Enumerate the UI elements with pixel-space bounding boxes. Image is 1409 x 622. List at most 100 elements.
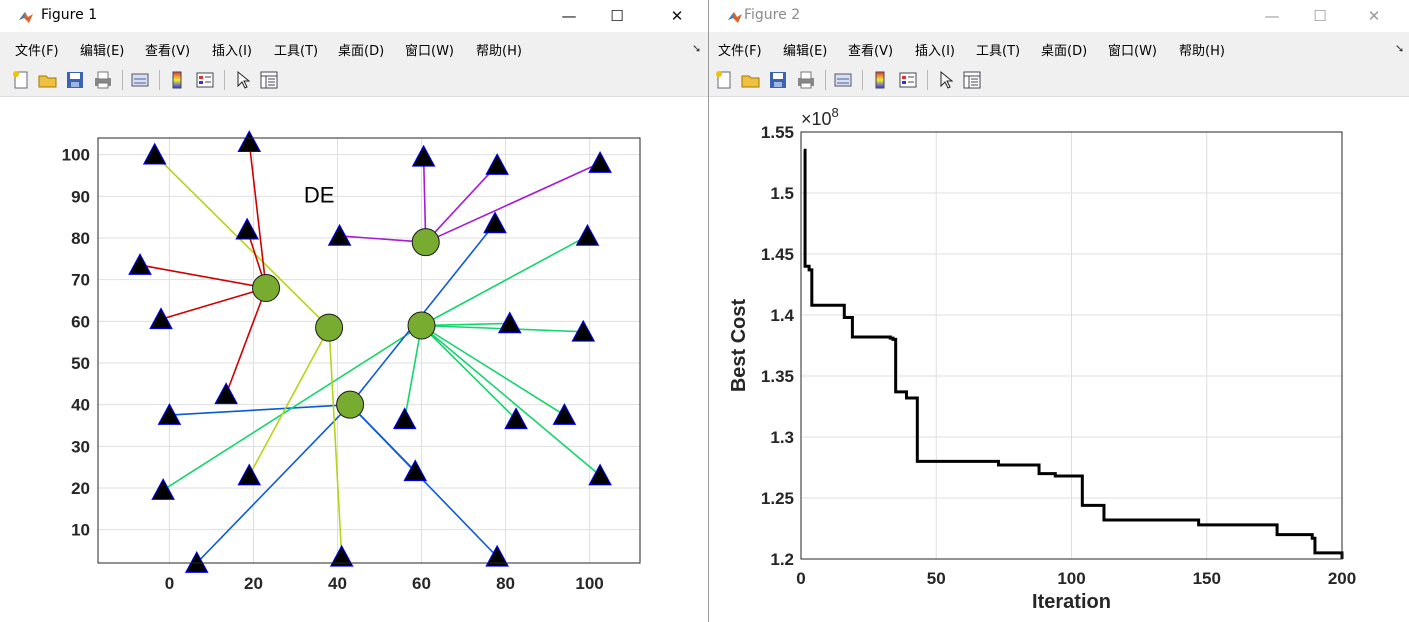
cluster-head-circle [315,313,344,342]
link-line [339,235,426,243]
dock-arrow-icon[interactable]: ➘ [1395,42,1405,55]
link-line [196,404,351,564]
menu-view[interactable]: 查看(V) [145,44,191,59]
figure2-canvas: 0 50 100 150 200 1.2 1.25 1.3 1.35 1.4 1.45 1.5 1.55… [709,97,1409,622]
link-line [425,162,601,243]
menu-desktop[interactable]: 桌面(D) [1041,44,1088,59]
link-line [248,142,267,289]
y-tick-label: 1.4 [770,306,794,325]
close-button[interactable]: ✕ [1351,0,1397,32]
colorbar-icon[interactable] [166,69,188,91]
save-icon[interactable] [767,69,789,91]
menu-edit[interactable]: 编辑(E) [80,44,125,59]
sensor-node-triangle [235,217,259,240]
sensor-node-triangle [411,144,436,167]
menu-insert[interactable]: 插入(I) [915,44,955,59]
sensor-node-triangle [237,463,262,486]
link-line [169,403,351,416]
figure2-window: Figure 2 — ☐ ✕ 文件(F) 编辑(E) 查看(V) 插入(I) 工… [709,0,1409,622]
y-tick-label: 40 [71,396,90,415]
menu-desktop[interactable]: 桌面(D) [338,44,385,59]
sensor-node-triangle [571,319,596,342]
sensor-node-triangle [497,311,522,334]
window-title: Figure 1 [41,7,98,23]
link-plot-icon[interactable] [129,69,151,91]
sensor-node-triangle [588,463,612,486]
minimize-button[interactable]: — [546,0,592,32]
link-line [328,327,343,557]
best-cost-series-line [803,148,1344,559]
x-axis-label: Iteration [1032,591,1111,613]
maximize-button[interactable]: ☐ [594,0,640,32]
menu-view[interactable]: 查看(V) [848,44,894,59]
print-icon[interactable] [795,69,817,91]
menu-window[interactable]: 窗口(W) [1108,44,1157,59]
property-inspector-icon[interactable] [961,69,983,91]
menu-file[interactable]: 文件(F) [15,44,59,59]
link-line [425,164,498,243]
menu-tools[interactable]: 工具(T) [976,44,1021,59]
menu-tools[interactable]: 工具(T) [274,44,319,59]
minimize-button[interactable]: — [1249,0,1295,32]
menu-file[interactable]: 文件(F) [718,44,762,59]
print-icon[interactable] [92,69,114,91]
open-file-icon[interactable] [37,69,59,91]
colorbar-icon[interactable] [869,69,891,91]
link-line [139,264,267,289]
menu-help[interactable]: 帮助(H) [1179,44,1225,59]
y-tick-label: 1.25 [761,489,794,508]
menu-window[interactable]: 窗口(W) [405,44,454,59]
cluster-head-circle [252,274,281,302]
edit-plot-icon[interactable] [934,69,956,91]
title-bar[interactable]: Figure 2 — ☐ ✕ [709,0,1409,32]
new-figure-icon[interactable] [713,69,735,91]
link-line [154,154,330,329]
chart-title: DE [304,183,335,208]
sensor-node-triangle [149,307,173,330]
legend-icon[interactable] [897,69,919,91]
minimize-icon: — [1264,7,1280,25]
window-title: Figure 2 [744,7,801,23]
sensor-node-triangle [237,130,262,153]
close-button[interactable]: ✕ [654,0,700,32]
edit-plot-icon[interactable] [231,69,253,91]
x-tick-label: 20 [244,574,263,593]
y-tick-label: 1.5 [770,184,794,203]
menu-edit[interactable]: 编辑(E) [783,44,828,59]
figure-toolbar [709,64,1409,97]
menu-help[interactable]: 帮助(H) [476,44,522,59]
y-exponent-label: ×108 [801,105,839,129]
y-tick-label: 60 [71,312,90,331]
link-line [248,327,330,476]
dock-arrow-icon[interactable]: ➘ [692,42,702,55]
link-line [420,324,517,420]
convergence-line-chart: 0 50 100 150 200 1.2 1.25 1.3 1.35 1.4 1.45 1.5 1.55… [728,105,1356,613]
x-tick-label: 200 [1328,569,1356,588]
figure1-canvas: 0 20 40 60 80 100 10 20 30 40 50 60 70 80 90 100 DE [0,97,708,622]
new-figure-icon[interactable] [10,69,32,91]
x-tick-label: 0 [796,569,805,588]
network-scatter-chart: 0 20 40 60 80 100 10 20 30 40 50 60 70 80 90 100 DE [62,130,641,593]
save-icon[interactable] [64,69,86,91]
legend-icon[interactable] [194,69,216,91]
link-line [225,287,267,395]
sensor-node-triangle [403,459,428,482]
y-tick-label: 50 [71,354,90,373]
sensor-node-triangle [214,382,238,405]
maximize-button[interactable]: ☐ [1297,0,1343,32]
sensor-node-triangle [157,403,182,425]
title-bar[interactable]: Figure 1 — ☐ ✕ [0,0,708,32]
minimize-icon: — [561,7,577,25]
x-tick-label: 50 [927,569,946,588]
y-tick-label: 1.2 [770,550,794,569]
property-inspector-icon[interactable] [258,69,280,91]
link-plot-icon[interactable] [832,69,854,91]
link-line [421,324,601,477]
y-tick-label: 70 [71,271,90,290]
x-tick-label: 0 [165,574,174,593]
x-tick-label: 100 [1057,569,1085,588]
y-tick-label: 30 [71,437,90,456]
menu-insert[interactable]: 插入(I) [212,44,252,59]
open-file-icon[interactable] [740,69,762,91]
sensor-node-triangle [485,544,509,567]
